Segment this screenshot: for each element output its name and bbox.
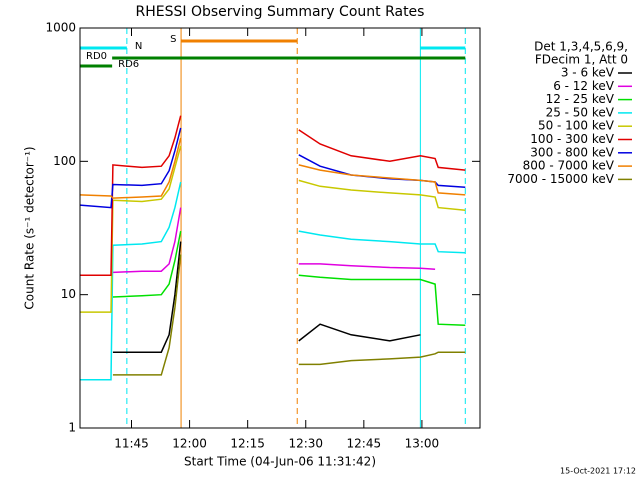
series-line [112, 254, 466, 376]
legend-label: 7000 - 15000 keV [507, 172, 614, 186]
legend-header: FDecim 1, Att 0 [535, 53, 628, 67]
x-tick-label: 12:00 [172, 437, 207, 451]
y-tick-label: 1 [68, 421, 76, 435]
legend-label: 300 - 800 keV [530, 145, 614, 159]
legend-label: 6 - 12 keV [553, 79, 615, 93]
x-tick-label: 12:45 [347, 437, 382, 451]
x-tick-label: 11:45 [114, 437, 149, 451]
series-line [79, 137, 466, 199]
series-line [80, 115, 466, 276]
legend-label: 25 - 50 keV [546, 105, 615, 119]
plot-frame [79, 27, 481, 429]
x-tick-label: 12:15 [230, 437, 265, 451]
x-tick-label: 12:30 [288, 437, 323, 451]
legend-header: Det 1,3,4,5,6,9, [534, 40, 628, 54]
legend-label: 12 - 25 keV [546, 92, 615, 106]
footer: 15-Oct-2021 17:12 [560, 467, 636, 476]
chart-title: RHESSI Observing Summary Count Rates [136, 4, 425, 20]
legend-label: 800 - 7000 keV [523, 159, 615, 173]
x-tick-label: 13:00 [405, 437, 440, 451]
flag-label: RD6 [118, 59, 139, 70]
flag-label: S [170, 34, 176, 45]
legend-label: 3 - 6 keV [561, 66, 615, 80]
series-line [80, 145, 466, 313]
legend-label: 100 - 300 keV [530, 132, 614, 146]
y-axis-label: Count Rate (s⁻¹ detector⁻¹) [23, 146, 37, 309]
legend-label: 50 - 100 keV [538, 119, 615, 133]
x-axis-label: Start Time (04-Jun-06 11:31:42) [184, 455, 376, 469]
series-line [112, 241, 421, 353]
flag-label: RD0 [86, 51, 107, 62]
flag-label: N [135, 41, 142, 52]
series-line [112, 207, 436, 274]
y-tick-label: 1000 [45, 21, 76, 35]
y-tick-label: 100 [53, 154, 76, 168]
series-line [112, 230, 466, 326]
series-line [80, 181, 466, 381]
y-tick-label: 10 [61, 287, 76, 301]
